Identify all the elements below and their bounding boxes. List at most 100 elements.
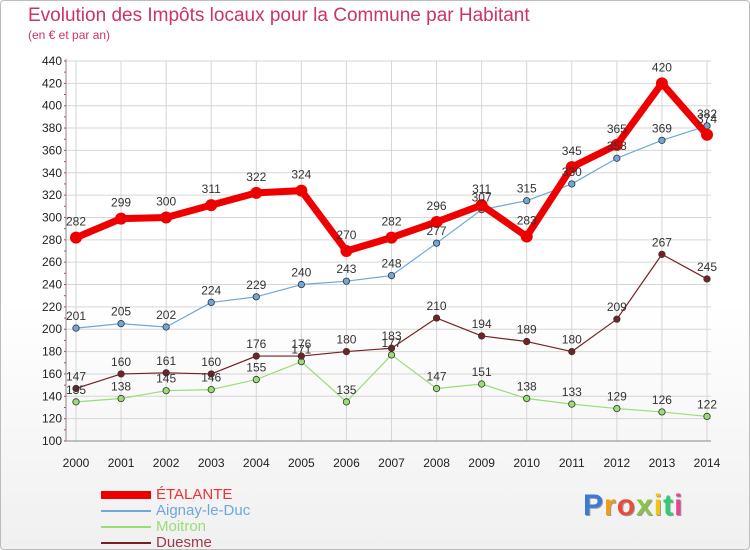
y-tick-label: 380 [42,121,62,135]
data-label-aignay-le-duc: 353 [607,139,627,153]
point-aignay-le-duc [117,320,125,328]
data-label-etalante: 365 [607,122,627,136]
x-tick-label: 2009 [468,456,495,470]
data-label-aignay-le-duc: 382 [697,107,717,121]
x-tick-label: 2002 [153,456,180,470]
y-tick-label: 280 [42,233,62,247]
point-moitron [252,375,260,384]
data-label-duesme: 147 [66,369,86,383]
data-label-etalante: 282 [381,215,401,229]
data-label-duesme: 160 [111,355,131,369]
data-label-aignay-le-duc: 277 [427,224,447,238]
data-label-aignay-le-duc: 240 [291,266,311,280]
point-duesme [387,344,396,352]
line-chart: 100 120 140 160 180 200 220 240 260 280 300 320 340 3… [42,54,721,470]
data-label-moitron: 147 [427,369,447,383]
data-label-etalante: 270 [336,228,356,242]
data-label-duesme: 183 [381,329,401,343]
point-etalante [295,184,308,197]
axes [64,59,711,442]
data-label-duesme: 209 [607,300,627,314]
data-label-moitron: 129 [607,390,627,404]
data-label-moitron: 126 [652,393,672,407]
chart-title: Evolution des Impôts locaux pour la Comm… [28,5,530,26]
point-aignay-le-duc [568,180,576,188]
data-label-moitron: 135 [336,383,356,397]
point-etalante [250,186,263,199]
y-tick-label: 260 [42,255,62,269]
data-label-moitron: 155 [246,361,266,375]
data-label-etalante: 374 [697,112,717,126]
data-label-moitron: 145 [156,372,176,386]
y-tick-label: 140 [42,389,62,403]
x-tick-label: 2008 [423,456,450,470]
y-tick-label: 220 [42,300,62,314]
data-label-duesme: 176 [246,337,266,351]
data-label-etalante: 299 [111,196,131,210]
data-label-moitron: 138 [111,380,131,394]
data-label-moitron: 122 [697,397,717,411]
data-label-etalante: 282 [66,215,86,229]
y-tick-label: 300 [42,210,62,224]
y-tick-label: 160 [42,367,62,381]
point-etalante [430,215,443,228]
point-etalante [205,199,218,212]
x-tick-label: 2010 [513,456,540,470]
data-label-moitron: 133 [562,385,582,399]
data-label-duesme: 161 [156,354,176,368]
point-etalante [610,138,623,151]
legend-swatch [101,526,151,528]
data-label-etalante: 322 [246,170,266,184]
y-axis-ticks: 100 120 140 160 180 200 220 240 260 280 300 320 340 3… [42,54,62,448]
point-moitron [342,398,351,406]
legend-swatch [101,542,151,544]
point-aignay-le-duc [207,298,215,307]
point-moitron [117,394,125,403]
legend-swatch [101,510,151,512]
x-tick-label: 2006 [333,456,360,470]
point-duesme [297,352,305,360]
point-etalante [655,77,668,90]
x-tick-label: 2014 [694,456,721,470]
data-label-etalante: 311 [202,182,221,196]
data-label-aignay-le-duc: 248 [381,257,401,271]
legend-swatch [101,491,151,499]
point-duesme [523,337,531,346]
x-tick-label: 2004 [243,456,270,470]
point-aignay-le-duc [72,324,80,332]
data-label-duesme: 189 [517,323,537,337]
point-etalante [475,199,488,212]
point-moitron [703,412,711,421]
point-aignay-le-duc [342,277,351,285]
y-tick-label: 420 [42,76,62,90]
data-label-aignay-le-duc: 243 [336,262,356,276]
point-duesme [252,352,260,360]
data-label-duesme: 245 [697,260,717,274]
point-etalante [565,161,578,174]
x-tick-label: 2000 [63,456,90,470]
legend-label: Duesme [156,534,212,550]
point-etalante [160,211,173,224]
chart-subtitle: (en € et par an) [28,28,111,42]
x-tick-label: 2005 [288,456,315,470]
point-aignay-le-duc [613,154,621,162]
y-tick-label: 320 [42,188,62,202]
y-tick-label: 200 [42,322,62,336]
data-label-aignay-le-duc: 369 [652,121,672,135]
point-aignay-le-duc [523,197,531,205]
data-label-duesme: 194 [472,317,492,331]
series-lines [70,77,713,421]
point-duesme [432,314,441,322]
point-duesme [658,250,666,258]
data-label-etalante: 324 [291,168,311,182]
y-tick-label: 340 [42,166,62,180]
legend-label: ÉTALANTE [156,486,233,503]
point-duesme [117,370,125,378]
point-moitron [162,387,170,395]
point-etalante [385,231,398,244]
y-tick-label: 440 [42,54,62,68]
point-aignay-le-duc [432,239,441,247]
point-duesme [342,347,351,356]
point-duesme [162,369,170,377]
proxiti-logo: Proxiti [583,489,684,522]
